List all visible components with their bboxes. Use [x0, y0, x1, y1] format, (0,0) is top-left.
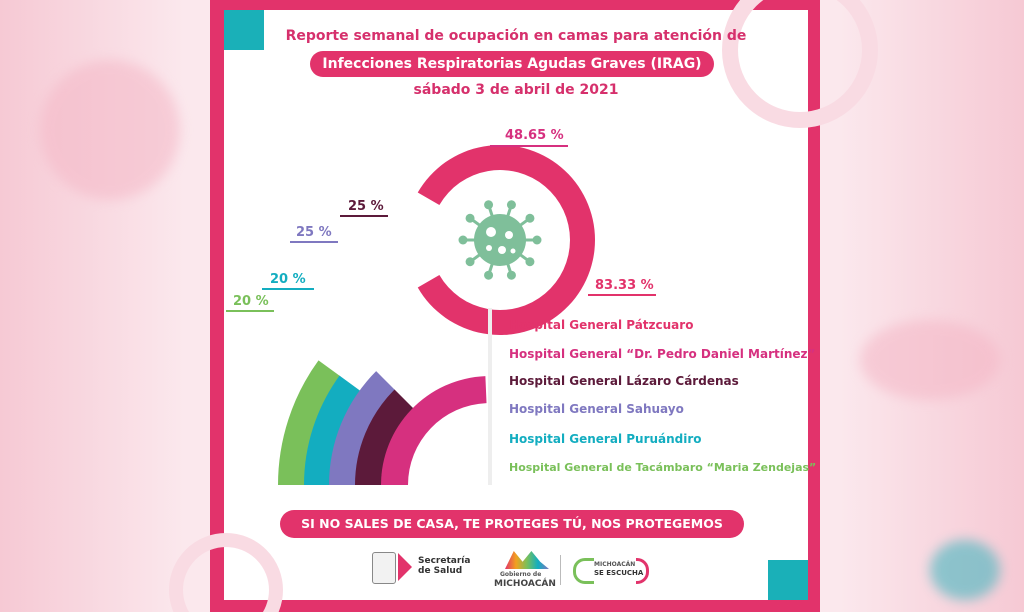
legend-pedro: Hospital General “Dr. Pedro Daniel Martí… [509, 347, 816, 361]
sound-wave-icon [573, 558, 594, 584]
header-date: sábado 3 de abril de 2021 [413, 82, 619, 98]
bar-2 [355, 389, 414, 485]
virus-spike-tip [465, 213, 475, 223]
value-underline [588, 294, 656, 296]
sound-wave-icon [636, 558, 649, 584]
bg-blob [930, 540, 1000, 600]
header-line2: Infecciones Respiratorias Agudas Graves … [310, 51, 714, 77]
virus-spike-tip [484, 270, 494, 280]
virus-spike-tip [465, 257, 475, 267]
value-label-tacambaro: 20 % [233, 294, 269, 309]
value-underline [490, 145, 568, 147]
logo-gobierno: MICHOACÁN [494, 579, 556, 589]
legend-sahuayo: Hospital General Sahuayo [509, 402, 684, 416]
bar-5 [278, 360, 341, 485]
value-label-sahuayo: 25 % [296, 225, 332, 240]
logo-escucha-top: MICHOACÁN [594, 561, 636, 568]
virus-spike-tip [506, 270, 516, 280]
value-underline [262, 288, 314, 290]
bg-blob [40, 60, 180, 200]
legend-tacambaro: Hospital General de Tacámbaro “Maria Zen… [509, 461, 817, 474]
bg-blob [860, 320, 1000, 400]
virus-spike-tip [525, 257, 535, 267]
poster [224, 10, 808, 600]
salud-k-logo [398, 553, 412, 581]
logo-gobierno-top: Gobierno de [500, 571, 542, 578]
michoacan-seal-logo [372, 552, 396, 584]
decor-ring [722, 0, 878, 128]
value-label-puruandiro: 20 % [270, 272, 306, 287]
value-label-pedro: 48.65 % [505, 128, 564, 143]
divider [560, 555, 561, 585]
virus-spike-tip [525, 213, 535, 223]
slogan-banner: SI NO SALES DE CASA, TE PROTEGES TÚ, NOS… [280, 510, 744, 559]
virus-spike-tip [458, 235, 468, 245]
virus-spike-tip [532, 235, 542, 245]
logo-salud: Secretaría de Salud [418, 556, 471, 576]
bar-1 [381, 376, 487, 485]
value-underline [226, 310, 274, 312]
teal-corner [768, 560, 808, 600]
legend-patzcuaro: Hospital General Pátzcuaro [509, 318, 694, 332]
logo-escucha: SE ESCUCHA [594, 569, 644, 577]
legend-puruandiro: Hospital General Puruándiro [509, 432, 702, 446]
value-label-lazaro: 25 % [348, 199, 384, 214]
virus-spike-tip [506, 200, 516, 210]
virus-icon [458, 200, 542, 280]
value-underline [340, 215, 388, 217]
value-underline [290, 241, 338, 243]
bar-3 [329, 371, 396, 485]
virus-spike-tip [484, 200, 494, 210]
legend-lazaro: Hospital General Lázaro Cárdenas [509, 374, 739, 388]
decor-ring [169, 533, 283, 612]
header-line1: Reporte semanal de ocupación en camas pa… [285, 28, 747, 44]
value-label-patzcuaro: 83.33 % [595, 278, 654, 293]
teal-corner [224, 10, 264, 50]
bar-4 [304, 375, 361, 485]
